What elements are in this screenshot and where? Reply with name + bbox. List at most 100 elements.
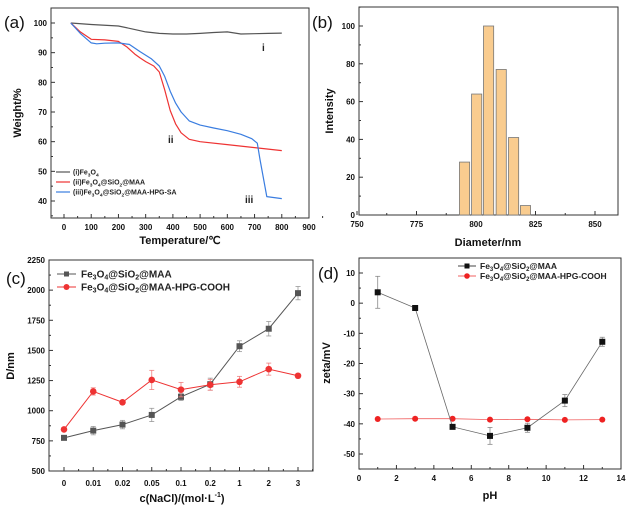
legend-label-a-1-pre: (i)Fe: [73, 170, 88, 177]
x-tick-label-d: 12: [579, 474, 588, 483]
y-axis-title-d: zeta/mV: [321, 342, 333, 384]
legend-label-d-1-rest: @SiO: [503, 261, 526, 271]
legend-label-d-2-s1: 3: [490, 277, 494, 283]
y-tick-label-d: -10: [343, 329, 355, 338]
data-point-d: [374, 416, 381, 423]
y-tick-label-a: 80: [38, 78, 47, 87]
y-tick-label-b: 60: [346, 98, 355, 107]
legend-label-d-1-end: @MAA: [529, 261, 557, 271]
legend-label-d-1: Fe3O4@SiO2@MAA: [480, 261, 557, 273]
legend-label-c-1-s3: 2: [135, 275, 139, 282]
y-tick-label-b: 80: [346, 60, 355, 69]
y-tick-label-c: 1750: [27, 316, 45, 325]
panel-label-d: (d): [318, 264, 339, 283]
x-tick-label-a: 100: [85, 223, 99, 232]
y-tick-label-c: 2250: [27, 256, 45, 265]
y-tick-label-b: 100: [342, 22, 356, 31]
y-tick-label-c: 1250: [27, 377, 45, 386]
series-line-a-3: [70, 22, 282, 200]
data-point-c: [119, 421, 126, 428]
legend-label-d-1-s2: 4: [500, 267, 504, 273]
legend-label-c-1-end: @MAA: [139, 270, 172, 281]
annotation-iii: iii: [245, 195, 254, 206]
data-point-d: [374, 289, 381, 296]
legend-label-a-2-pre: (ii)Fe: [73, 180, 90, 187]
y-tick-label-a: 40: [38, 197, 47, 206]
data-point-c: [119, 398, 126, 406]
legend-label-c-2-s3: 2: [135, 288, 139, 295]
data-point-c: [295, 290, 301, 297]
legend-label-a-3-s1: 3: [92, 193, 95, 199]
legend-label-d-1-m1: O: [493, 261, 500, 271]
data-point-d: [449, 415, 456, 422]
legend-label-a-3-m1: O: [94, 190, 100, 197]
data-point-d: [487, 416, 493, 423]
data-point-d: [412, 415, 419, 422]
legend-label-c-2-pre: Fe: [81, 283, 93, 294]
panel-b-size-distribution: (b) 750 775 800 825 850 0 20 40 60 80 100 Diameter…: [312, 6, 619, 249]
legend-label-a-1-m1: O: [91, 170, 97, 177]
legend-label-c-2-rest: @SiO: [108, 283, 135, 294]
y-tick-label-b: 20: [346, 173, 355, 182]
legend-label-a-2-end: @MAA: [122, 180, 145, 187]
data-point-c: [206, 381, 214, 389]
legend-label-d-2-pre: Fe: [480, 271, 490, 281]
x-tick-label-a: 300: [139, 223, 153, 232]
y-tick-label-c: 2000: [27, 286, 45, 295]
legend-label-d-2-s2: 4: [500, 277, 504, 283]
legend-label-c-1-pre: Fe: [81, 270, 93, 281]
x-tick-label-b: 750: [350, 220, 364, 229]
legend-marker-c-1: [64, 271, 69, 277]
legend-label-c-2-s2: 4: [104, 288, 108, 295]
histogram-bar: [459, 161, 471, 216]
legend-label-d-1-s1: 3: [490, 267, 494, 273]
data-point-c: [89, 388, 97, 395]
legend-label-a-2-m1: O: [92, 180, 98, 187]
histogram-bar: [483, 25, 495, 216]
x-tick-label-b: 850: [588, 220, 602, 229]
x-tick-label-d: 0: [357, 474, 362, 483]
legend-label-a-3-s2: 4: [100, 193, 103, 199]
x-tick-label-c: 0.2: [205, 479, 217, 488]
x-tick-label-d: 8: [506, 474, 511, 483]
legend-label-c-1-s1: 3: [93, 275, 97, 282]
data-point-c: [148, 411, 155, 418]
legend-label-c-1: Fe3O4@SiO2@MAA: [81, 270, 172, 282]
legend-label-a-2: (ii)Fe3O4@SiO2@MAA: [73, 180, 145, 189]
x-tick-label-c: 0.02: [115, 479, 131, 488]
x-axis-title-c: c(NaCl)/(mol·L-1): [139, 492, 224, 505]
y-tick-label-a: 90: [38, 49, 47, 58]
x-tick-label-d: 14: [617, 474, 626, 483]
data-point-c: [265, 325, 272, 332]
x-tick-label-d: 4: [432, 474, 437, 483]
legend-label-d-2: Fe3O4@SiO2@MAA-HPG-COOH: [480, 271, 607, 283]
x-axis-title-d: pH: [483, 490, 498, 502]
y-tick-label-d: -20: [343, 360, 355, 369]
y-tick-label-d: -30: [343, 390, 355, 399]
x-tick-label-b: 800: [469, 220, 483, 229]
legend-label-d-2-end: @MAA-HPG-COOH: [529, 271, 606, 281]
x-tick-label-d: 6: [469, 474, 474, 483]
legend-label-a-3-end: @MAA-HPG-SA: [124, 190, 176, 197]
series-line-c-1: [63, 292, 299, 439]
y-tick-label-b: 0: [351, 211, 356, 220]
x-axis-title-a: Temperature/℃: [139, 235, 220, 247]
y-tick-label-d: 0: [351, 299, 356, 308]
y-tick-label-a: 50: [38, 167, 47, 176]
data-point-c: [236, 343, 243, 350]
x-tick-label-a: 700: [248, 223, 262, 232]
y-tick-label-b: 40: [346, 135, 355, 144]
legend-label-d-2-s3: 2: [526, 277, 530, 283]
x-tick-label-c: 1: [237, 479, 242, 488]
x-tick-label-a: 600: [221, 223, 235, 232]
data-point-d: [561, 416, 568, 423]
y-tick-label-a: 100: [34, 19, 48, 28]
legend-label-c-1-m1: O: [97, 270, 105, 281]
legend-label-a-3-rest: @SiO: [103, 190, 122, 197]
legend-label-a-3-pre: (iii)Fe: [73, 190, 92, 197]
legend-label-c-2-s1: 3: [93, 288, 97, 295]
histogram-bar: [508, 137, 520, 216]
x-tick-label-a: 500: [193, 223, 207, 232]
panel-c-nacl-stability: (c) 0 0.01 0.02 0.05 0.1 0.2 1 2 3 500 750 1000 1250…: [5, 256, 314, 505]
